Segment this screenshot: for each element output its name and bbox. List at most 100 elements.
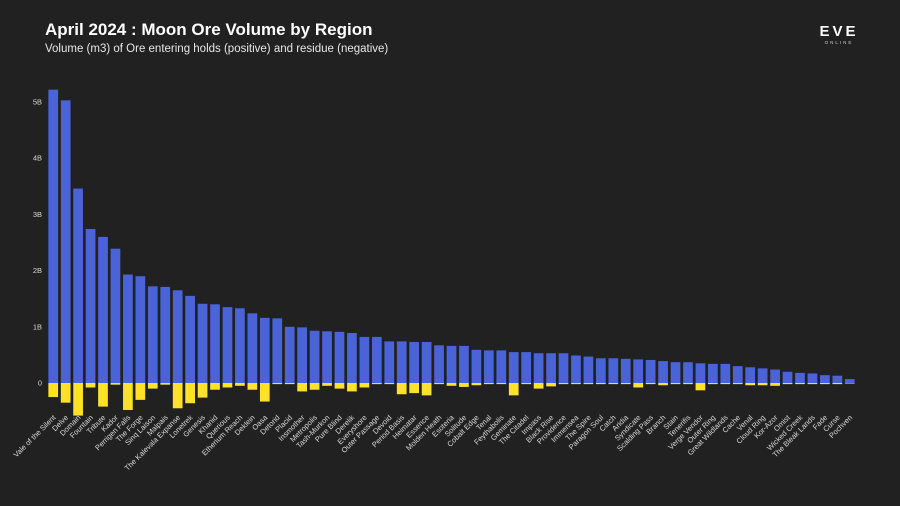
- ore-bar: [745, 367, 756, 383]
- residue-bar: [73, 383, 83, 416]
- x-axis: Vale of the SilentDelveDomainFountainTri…: [12, 412, 855, 472]
- residue-bar: [210, 383, 220, 390]
- ore-bar: [421, 341, 432, 383]
- ore-bar: [683, 362, 693, 383]
- residue-bar: [459, 383, 469, 387]
- ore-bar: [670, 362, 681, 383]
- ore-bar: [596, 358, 606, 383]
- ore-bar: [770, 369, 780, 383]
- ore-bar: [832, 375, 843, 383]
- residue-bar: [185, 383, 195, 404]
- residue-bar: [384, 383, 395, 385]
- ore-bar: [757, 368, 768, 383]
- ore-bar: [483, 350, 494, 383]
- residue-bar: [247, 383, 258, 390]
- residue-bar: [508, 383, 519, 396]
- ore-bar: [521, 352, 532, 383]
- ore-bar: [732, 366, 743, 383]
- residue-bar: [409, 383, 420, 394]
- ore-bar: [48, 89, 59, 383]
- ore-bar: [807, 373, 818, 383]
- ore-bar: [434, 345, 444, 383]
- ore-bar: [297, 327, 307, 383]
- residue-bar: [334, 383, 345, 389]
- residue-bar: [496, 383, 507, 385]
- residue-bar: [160, 383, 171, 385]
- residue-bar: [135, 383, 146, 400]
- ore-bar: [284, 326, 295, 383]
- residue-bar: [620, 383, 631, 385]
- residue-bar: [259, 383, 270, 402]
- residue-bar: [695, 383, 706, 391]
- ore-bar: [347, 332, 357, 383]
- residue-bar: [272, 383, 283, 385]
- ore-bar: [608, 358, 619, 383]
- ore-bar: [85, 229, 96, 383]
- residue-bar: [85, 383, 96, 388]
- residue-bar: [322, 383, 332, 386]
- ore-bar: [583, 356, 594, 383]
- logo-subtitle: ONLINE: [824, 40, 854, 45]
- ore-bar: [197, 303, 208, 383]
- ore-bar: [409, 341, 420, 383]
- y-tick-label: 5B: [33, 98, 42, 107]
- ore-bar: [135, 276, 146, 383]
- residue-bar: [782, 383, 793, 385]
- ore-bar: [334, 331, 345, 383]
- residue-bar: [521, 383, 532, 385]
- residue-bar: [558, 383, 569, 385]
- ore-bar: [695, 363, 706, 383]
- residue-bar: [670, 383, 681, 385]
- ore-bar: [844, 379, 855, 383]
- residue-bar: [434, 383, 444, 385]
- y-axis: 0 1B 2B 3B 4B 5B: [33, 98, 42, 388]
- ore-bar: [620, 358, 631, 383]
- ore-bar: [708, 363, 718, 383]
- residue-bar: [396, 383, 407, 395]
- ore-bar: [782, 371, 793, 383]
- ore-bar: [820, 375, 830, 383]
- residue-bar: [222, 383, 233, 388]
- residue-bar: [720, 383, 731, 385]
- residue-bar: [832, 383, 843, 385]
- residue-bar: [110, 383, 121, 385]
- residue-bar: [596, 383, 606, 385]
- residue-bar: [571, 383, 581, 385]
- eve-online-logo: EVE ONLINE: [812, 24, 866, 46]
- residue-bar: [60, 383, 71, 403]
- ore-bar: [210, 304, 220, 383]
- ore-bar: [222, 307, 233, 383]
- residue-bar: [844, 383, 855, 384]
- x-category-label: Vale of the Silent: [12, 412, 59, 459]
- residue-bar: [147, 383, 158, 389]
- y-tick-label: 3B: [33, 210, 42, 219]
- residue-bar: [608, 383, 619, 385]
- residue-bar: [284, 383, 295, 385]
- ore-bar: [533, 353, 544, 383]
- y-tick-label: 4B: [33, 154, 42, 163]
- residue-bar: [757, 383, 768, 386]
- ore-bar: [172, 290, 183, 383]
- residue-bar: [123, 383, 133, 410]
- residue-bar: [708, 383, 718, 385]
- ore-bar: [471, 349, 482, 383]
- ore-bar: [147, 286, 158, 383]
- residue-bar: [48, 383, 59, 398]
- residue-bar: [421, 383, 432, 396]
- ore-bar: [73, 188, 83, 383]
- ore-bar: [259, 317, 270, 383]
- chart-subtitle: Volume (m3) of Ore entering holds (posit…: [45, 43, 389, 55]
- ore-bar: [558, 353, 569, 383]
- residue-bar: [371, 383, 382, 385]
- residue-bar: [172, 383, 183, 409]
- residue-bar: [645, 383, 656, 385]
- ore-bar: [459, 345, 469, 383]
- ore-bar: [160, 286, 171, 383]
- ore-bar: [795, 372, 805, 383]
- residue-bar: [98, 383, 108, 407]
- y-tick-label: 0: [38, 379, 42, 388]
- residue-bar: [732, 383, 743, 385]
- y-tick-label: 2B: [33, 266, 42, 275]
- residue-bar: [745, 383, 756, 386]
